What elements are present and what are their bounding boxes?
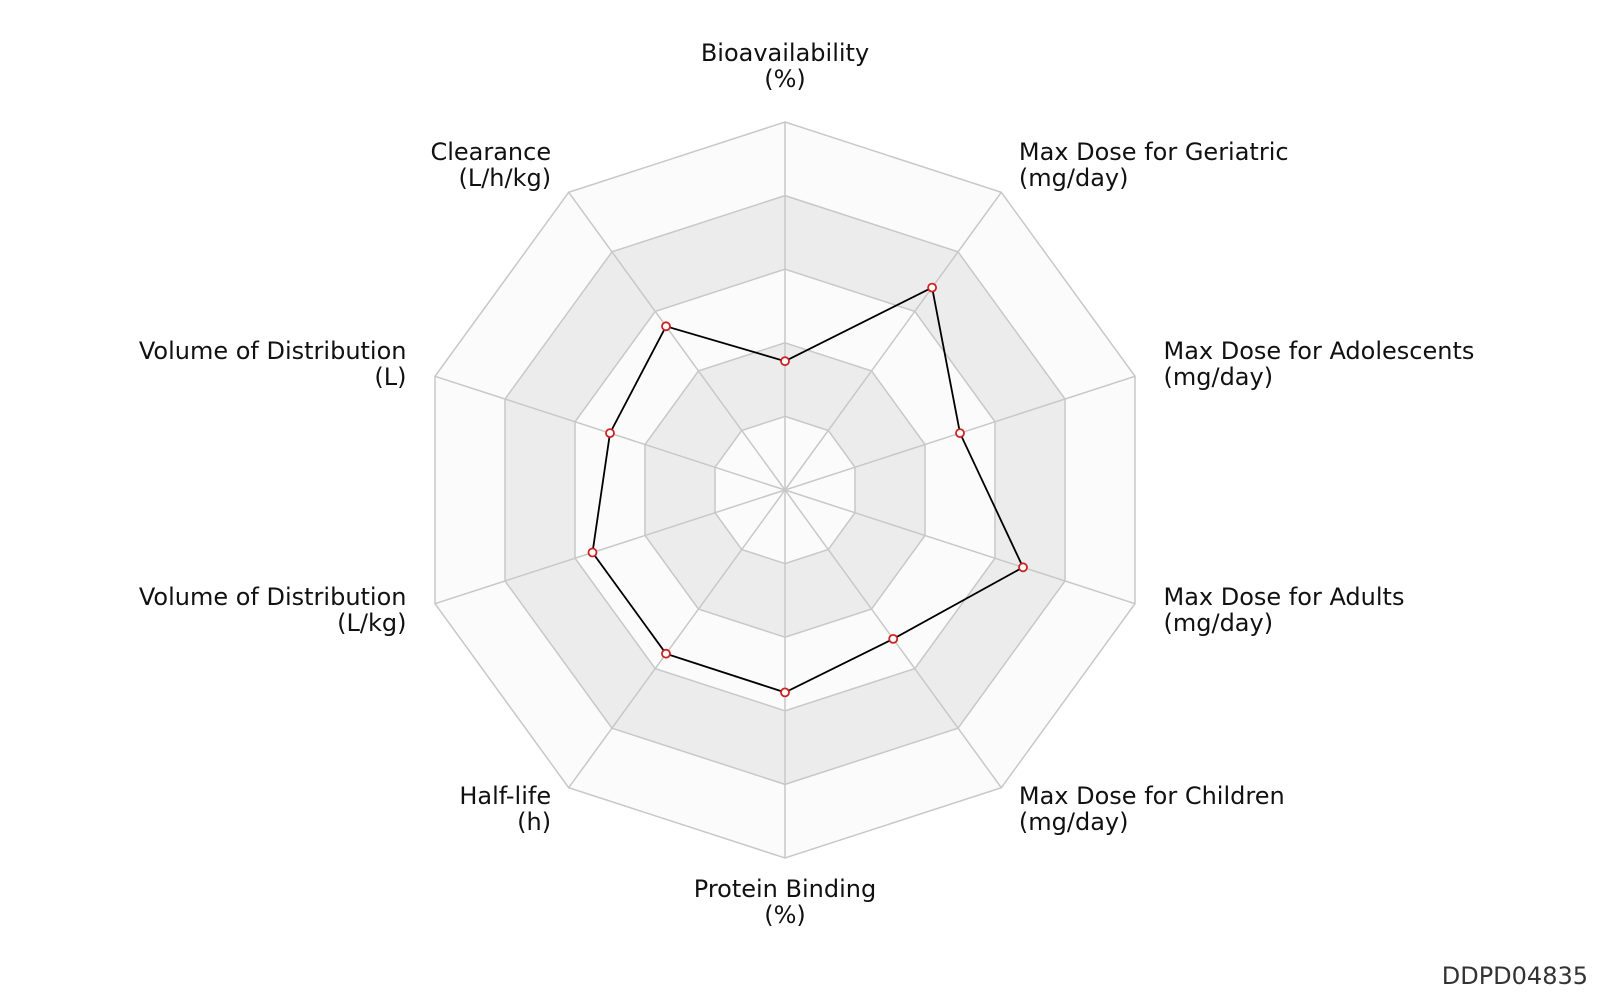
axis-label-5: Max Dose for Children(mg/day) (1019, 782, 1285, 836)
axis-label-1: Bioavailability(%) (701, 39, 869, 93)
axis-label-3: Max Dose for Adolescents(mg/day) (1164, 337, 1475, 391)
axis-label-9: Volume of Distribution(L) (139, 337, 407, 391)
axis-label-4: Max Dose for Adults(mg/day) (1164, 583, 1405, 637)
axis-label-8: Volume of Distribution(L/kg) (139, 583, 407, 637)
axis-spoke-7 (568, 489, 786, 789)
axis-spoke-4 (784, 489, 1136, 605)
data-point-5 (888, 634, 899, 644)
axis-spoke-10 (568, 191, 786, 491)
data-point-6 (780, 687, 790, 698)
axis-label-2: Max Dose for Geriatric(mg/day) (1019, 138, 1289, 192)
axis-spoke-2 (784, 191, 1002, 491)
data-point-4 (1018, 562, 1028, 573)
axis-spoke-8 (434, 489, 786, 605)
axis-label-10: Clearance(L/h/kg) (430, 138, 551, 192)
axis-label-unit: (mg/day) (1019, 164, 1129, 192)
axis-label-name: Max Dose for Adolescents (1164, 337, 1475, 365)
axis-label-name: Max Dose for Geriatric (1019, 138, 1289, 166)
axis-label-name: Clearance (430, 138, 551, 166)
axis-label-unit: (mg/day) (1164, 609, 1274, 637)
radar-series (587, 282, 1028, 698)
data-point-10 (661, 321, 671, 332)
axis-label-name: Volume of Distribution (139, 583, 407, 611)
data-point-2 (927, 282, 937, 293)
axis-label-name: Max Dose for Children (1019, 782, 1285, 810)
axis-label-name: Bioavailability (701, 39, 869, 67)
axis-label-unit: (%) (764, 901, 806, 929)
data-point-9 (605, 428, 615, 439)
axis-label-unit: (%) (764, 65, 806, 93)
axis-label-unit: (L/kg) (337, 609, 406, 637)
axis-labels: Bioavailability(%)Max Dose for Geriatric… (139, 39, 1475, 929)
axis-label-unit: (mg/day) (1019, 808, 1129, 836)
axis-label-6: Protein Binding(%) (694, 875, 876, 929)
axis-label-name: Protein Binding (694, 875, 876, 903)
data-point-7 (661, 648, 671, 659)
axis-label-name: Half-life (459, 782, 551, 810)
axis-label-name: Volume of Distribution (139, 337, 407, 365)
data-point-3 (955, 428, 965, 439)
watermark-id: DDPD04835 (1441, 962, 1588, 990)
axis-label-name: Max Dose for Adults (1164, 583, 1405, 611)
data-point-1 (780, 356, 790, 367)
axis-label-7: Half-life(h) (459, 782, 551, 836)
axis-label-unit: (h) (517, 808, 551, 836)
axis-label-unit: (L) (374, 363, 406, 391)
data-point-8 (587, 547, 598, 558)
axis-label-unit: (mg/day) (1164, 363, 1274, 391)
axis-label-unit: (L/h/kg) (458, 164, 551, 192)
